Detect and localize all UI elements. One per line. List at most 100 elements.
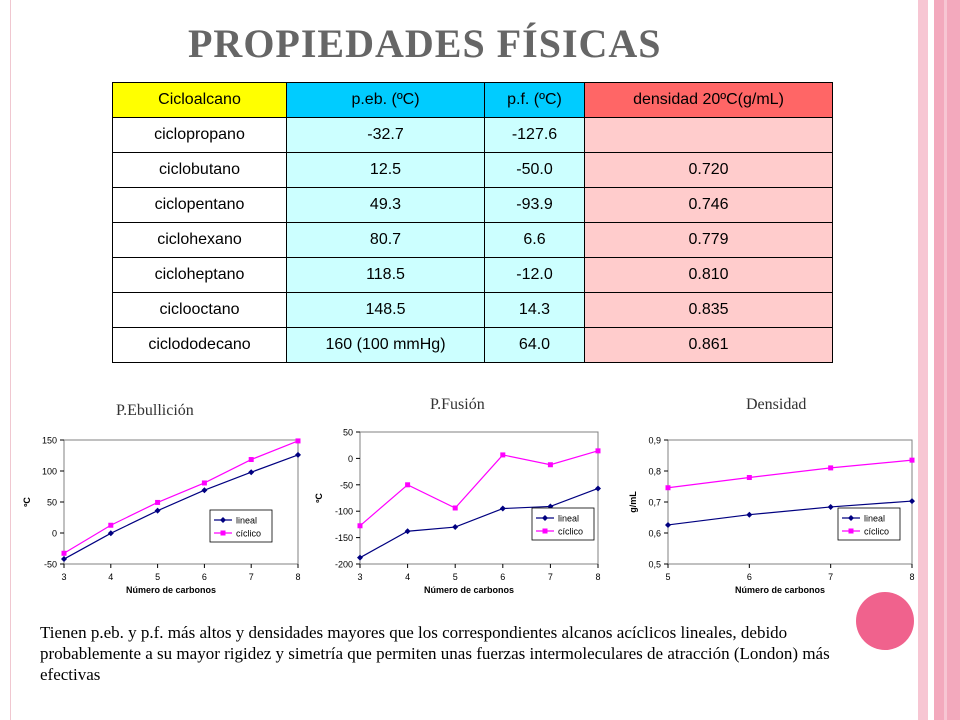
data-point bbox=[107, 530, 114, 537]
data-point bbox=[155, 499, 161, 505]
data-point bbox=[201, 480, 207, 486]
x-tick-label: 5 bbox=[665, 572, 670, 582]
legend-marker bbox=[542, 515, 548, 521]
table-header-row: Cicloalcano p.eb. (ºC) p.f. (ºC) densida… bbox=[112, 82, 833, 118]
page-title: PROPIEDADES FÍSICAS bbox=[188, 21, 662, 66]
x-tick-label: 6 bbox=[202, 572, 207, 582]
legend-label: cíclico bbox=[558, 527, 583, 537]
series-line-ciclico bbox=[63, 440, 299, 554]
y-axis-label: g/mL bbox=[628, 491, 638, 513]
header-density: densidad 20ºC(g/mL) bbox=[584, 82, 833, 118]
legend-box bbox=[531, 507, 595, 541]
left-border-line bbox=[0, 0, 11, 720]
data-point bbox=[61, 556, 67, 563]
legend-label: cíclico bbox=[864, 527, 889, 537]
cell-boiling-point: 148.5 bbox=[286, 292, 485, 328]
cell-melting-point: -127.6 bbox=[484, 117, 585, 153]
cell-density: 0.720 bbox=[584, 152, 833, 188]
data-point bbox=[357, 554, 363, 561]
decorative-band-dark bbox=[934, 0, 960, 720]
decorative-band-light bbox=[918, 0, 928, 720]
x-tick-label: 6 bbox=[747, 572, 752, 582]
x-axis-label: Número de carbonos bbox=[126, 585, 216, 595]
cell-boiling-point: 12.5 bbox=[286, 152, 485, 188]
table-row: cicloheptano 118.5 -12.0 0.810 bbox=[112, 257, 833, 293]
y-tick-label: 0,9 bbox=[648, 436, 661, 446]
cell-name: ciclohexano bbox=[112, 222, 287, 258]
decorative-circle bbox=[856, 592, 914, 650]
cell-name: ciclododecano bbox=[112, 327, 287, 363]
y-tick-label: 0 bbox=[52, 529, 57, 539]
y-tick-label: 100 bbox=[42, 467, 57, 477]
cell-melting-point: -93.9 bbox=[484, 187, 585, 223]
y-tick-label: -200 bbox=[335, 560, 353, 570]
x-tick-label: 8 bbox=[295, 572, 300, 582]
decorative-band-stripe bbox=[944, 0, 947, 720]
data-point bbox=[452, 505, 458, 511]
legend-marker bbox=[848, 528, 854, 534]
table-row: ciclohexano 80.7 6.6 0.779 bbox=[112, 222, 833, 258]
plot-area bbox=[359, 431, 599, 565]
legend-label: lineal bbox=[558, 514, 579, 524]
data-point bbox=[357, 523, 363, 529]
x-tick-label: 4 bbox=[405, 572, 410, 582]
data-point bbox=[909, 457, 915, 463]
y-tick-label: 50 bbox=[47, 498, 57, 508]
cell-boiling-point: 80.7 bbox=[286, 222, 485, 258]
y-tick-label: 150 bbox=[42, 436, 57, 446]
x-tick-label: 5 bbox=[453, 572, 458, 582]
footer-text: Tienen p.eb. y p.f. más altos y densidad… bbox=[40, 623, 830, 684]
series-line-ciclico bbox=[667, 459, 913, 489]
cell-boiling-point: -32.7 bbox=[286, 117, 485, 153]
cell-melting-point: -50.0 bbox=[484, 152, 585, 188]
cell-melting-point: 14.3 bbox=[484, 292, 585, 328]
y-tick-label: 0,7 bbox=[648, 498, 661, 508]
x-tick-label: 4 bbox=[108, 572, 113, 582]
header-boiling-point: p.eb. (ºC) bbox=[286, 82, 485, 118]
data-point bbox=[595, 485, 601, 492]
chart-title-ebullicion: P.Ebullición bbox=[116, 402, 194, 419]
x-tick-label: 3 bbox=[357, 572, 362, 582]
cell-boiling-point: 49.3 bbox=[286, 187, 485, 223]
header-cicloalcano: Cicloalcano bbox=[112, 82, 287, 118]
cell-name: ciclobutano bbox=[112, 152, 287, 188]
cell-density: 0.779 bbox=[584, 222, 833, 258]
data-point bbox=[108, 522, 114, 528]
cell-name: cicloheptano bbox=[112, 257, 287, 293]
cell-density: 0.835 bbox=[584, 292, 833, 328]
decorative-band-mid bbox=[928, 0, 934, 720]
y-tick-label: 0,8 bbox=[648, 467, 661, 477]
table-row: ciclopentano 49.3 -93.9 0.746 bbox=[112, 187, 833, 223]
cell-melting-point: 64.0 bbox=[484, 327, 585, 363]
cell-boiling-point: 160 (100 mmHg) bbox=[286, 327, 485, 363]
legend-marker bbox=[848, 515, 854, 521]
cell-density: 0.810 bbox=[584, 257, 833, 293]
data-point bbox=[500, 452, 506, 458]
plot-area bbox=[667, 439, 913, 565]
data-point bbox=[827, 503, 834, 510]
data-point bbox=[909, 498, 915, 505]
density-chart: 0,5 0,6 0,7 0,8 0,9 5 6 7 8 Número de carbonos g/m… bbox=[628, 436, 915, 595]
cell-density: 0.746 bbox=[584, 187, 833, 223]
y-axis-label: ºC bbox=[314, 493, 324, 503]
data-point bbox=[295, 451, 301, 458]
series-line-lineal bbox=[667, 500, 913, 526]
y-tick-label: 0,6 bbox=[648, 529, 661, 539]
data-point bbox=[746, 511, 753, 518]
y-tick-label: -150 bbox=[335, 533, 353, 543]
table-row: ciclododecano 160 (100 mmHg) 64.0 0.861 bbox=[112, 327, 833, 363]
x-tick-label: 8 bbox=[595, 572, 600, 582]
data-point bbox=[499, 505, 506, 512]
legend-box bbox=[837, 507, 901, 541]
cell-melting-point: 6.6 bbox=[484, 222, 585, 258]
chart-title-densidad: Densidad bbox=[746, 396, 807, 413]
cell-density: 0.861 bbox=[584, 327, 833, 363]
legend-marker bbox=[220, 517, 226, 523]
x-axis-label: Número de carbonos bbox=[735, 585, 825, 595]
x-tick-label: 8 bbox=[909, 572, 914, 582]
cell-name: ciclopropano bbox=[112, 117, 287, 153]
data-point bbox=[746, 475, 752, 481]
legend-box bbox=[209, 509, 273, 543]
data-point bbox=[828, 465, 834, 471]
data-point bbox=[665, 485, 671, 491]
